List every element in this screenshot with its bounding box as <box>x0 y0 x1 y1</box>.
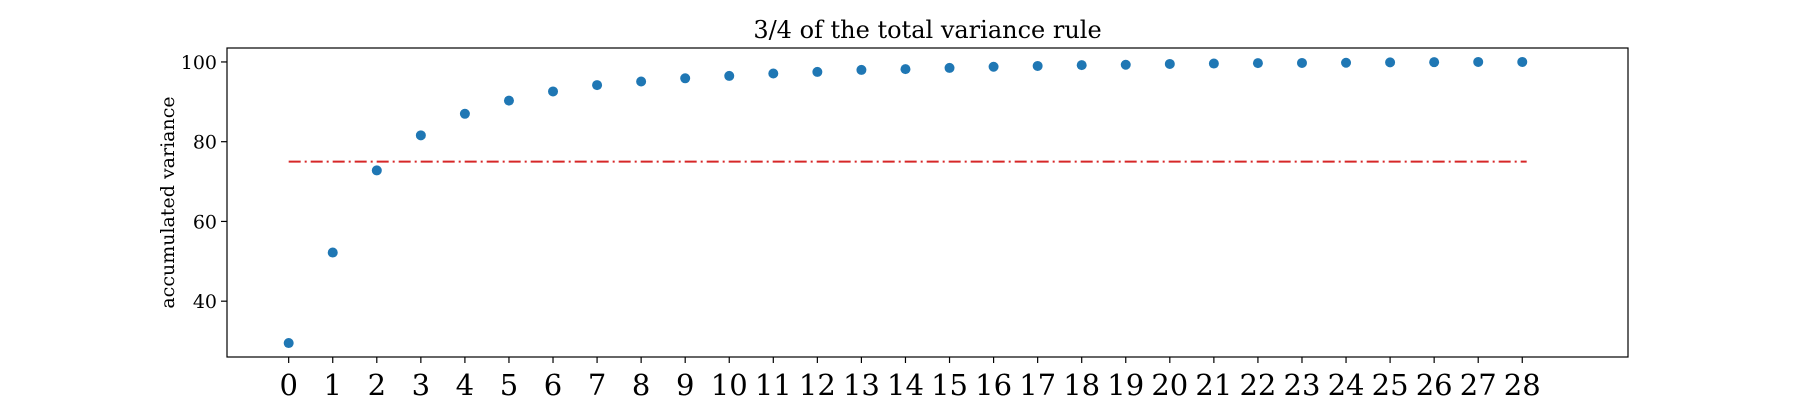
x-tick-label: 23 <box>1284 368 1321 400</box>
x-tick-label: 26 <box>1416 368 1453 400</box>
data-point <box>415 130 426 141</box>
data-point <box>1076 60 1087 71</box>
data-point <box>680 73 691 84</box>
data-point <box>1208 58 1219 69</box>
y-tick-label: 40 <box>193 291 217 313</box>
x-tick-label: 20 <box>1151 368 1188 400</box>
x-tick-label: 0 <box>279 368 297 400</box>
x-tick-label: 7 <box>588 368 606 400</box>
data-point <box>283 338 294 349</box>
x-tick-label: 1 <box>324 368 342 400</box>
x-tick-label: 13 <box>843 368 880 400</box>
x-tick-label: 16 <box>975 368 1012 400</box>
data-point <box>327 247 338 258</box>
data-point <box>503 95 514 106</box>
data-point <box>548 86 559 97</box>
data-point <box>1120 59 1131 70</box>
plot-area-frame <box>226 47 1629 358</box>
x-tick-label: 15 <box>931 368 968 400</box>
x-tick-label: 3 <box>412 368 430 400</box>
x-tick-label: 6 <box>544 368 562 400</box>
data-point <box>1252 58 1263 69</box>
x-tick-label: 8 <box>632 368 650 400</box>
data-point <box>900 64 911 75</box>
data-point <box>1296 57 1307 68</box>
data-point <box>1032 60 1043 71</box>
x-tick-label: 2 <box>368 368 386 400</box>
chart-title: 3/4 of the total variance rule <box>753 16 1101 44</box>
y-tick-label: 80 <box>193 132 217 154</box>
data-point <box>724 70 735 81</box>
data-point <box>371 165 382 176</box>
data-point <box>459 108 470 119</box>
x-tick-label: 27 <box>1460 368 1497 400</box>
x-tick-label: 10 <box>711 368 748 400</box>
y-tick-label: 60 <box>193 211 217 233</box>
x-tick-label: 4 <box>456 368 474 400</box>
x-tick-label: 11 <box>755 368 792 400</box>
x-tick-label: 9 <box>676 368 694 400</box>
x-tick-label: 18 <box>1063 368 1100 400</box>
x-tick-label: 17 <box>1019 368 1056 400</box>
data-point <box>812 66 823 77</box>
data-point <box>636 76 647 87</box>
data-point <box>1517 56 1528 67</box>
data-point <box>768 68 779 79</box>
x-tick-label: 14 <box>887 368 924 400</box>
data-point <box>856 64 867 75</box>
points-group <box>283 56 1528 349</box>
x-tick-label: 24 <box>1328 368 1365 400</box>
data-point <box>944 62 955 73</box>
x-tick-label: 25 <box>1372 368 1409 400</box>
data-point <box>1473 56 1484 67</box>
data-point <box>1341 57 1352 68</box>
x-tick-label: 5 <box>500 368 518 400</box>
data-point <box>592 80 603 91</box>
x-tick-label: 19 <box>1107 368 1144 400</box>
y-axis-label: accumulated variance <box>157 96 179 308</box>
data-point <box>1385 57 1396 68</box>
x-tick-label: 28 <box>1504 368 1541 400</box>
data-point <box>1164 58 1175 69</box>
x-tick-label: 12 <box>799 368 836 400</box>
y-tick-label: 100 <box>181 52 217 74</box>
x-tick-label: 22 <box>1239 368 1276 400</box>
data-point <box>1429 57 1440 68</box>
data-point <box>988 61 999 72</box>
x-tick-label: 21 <box>1195 368 1232 400</box>
